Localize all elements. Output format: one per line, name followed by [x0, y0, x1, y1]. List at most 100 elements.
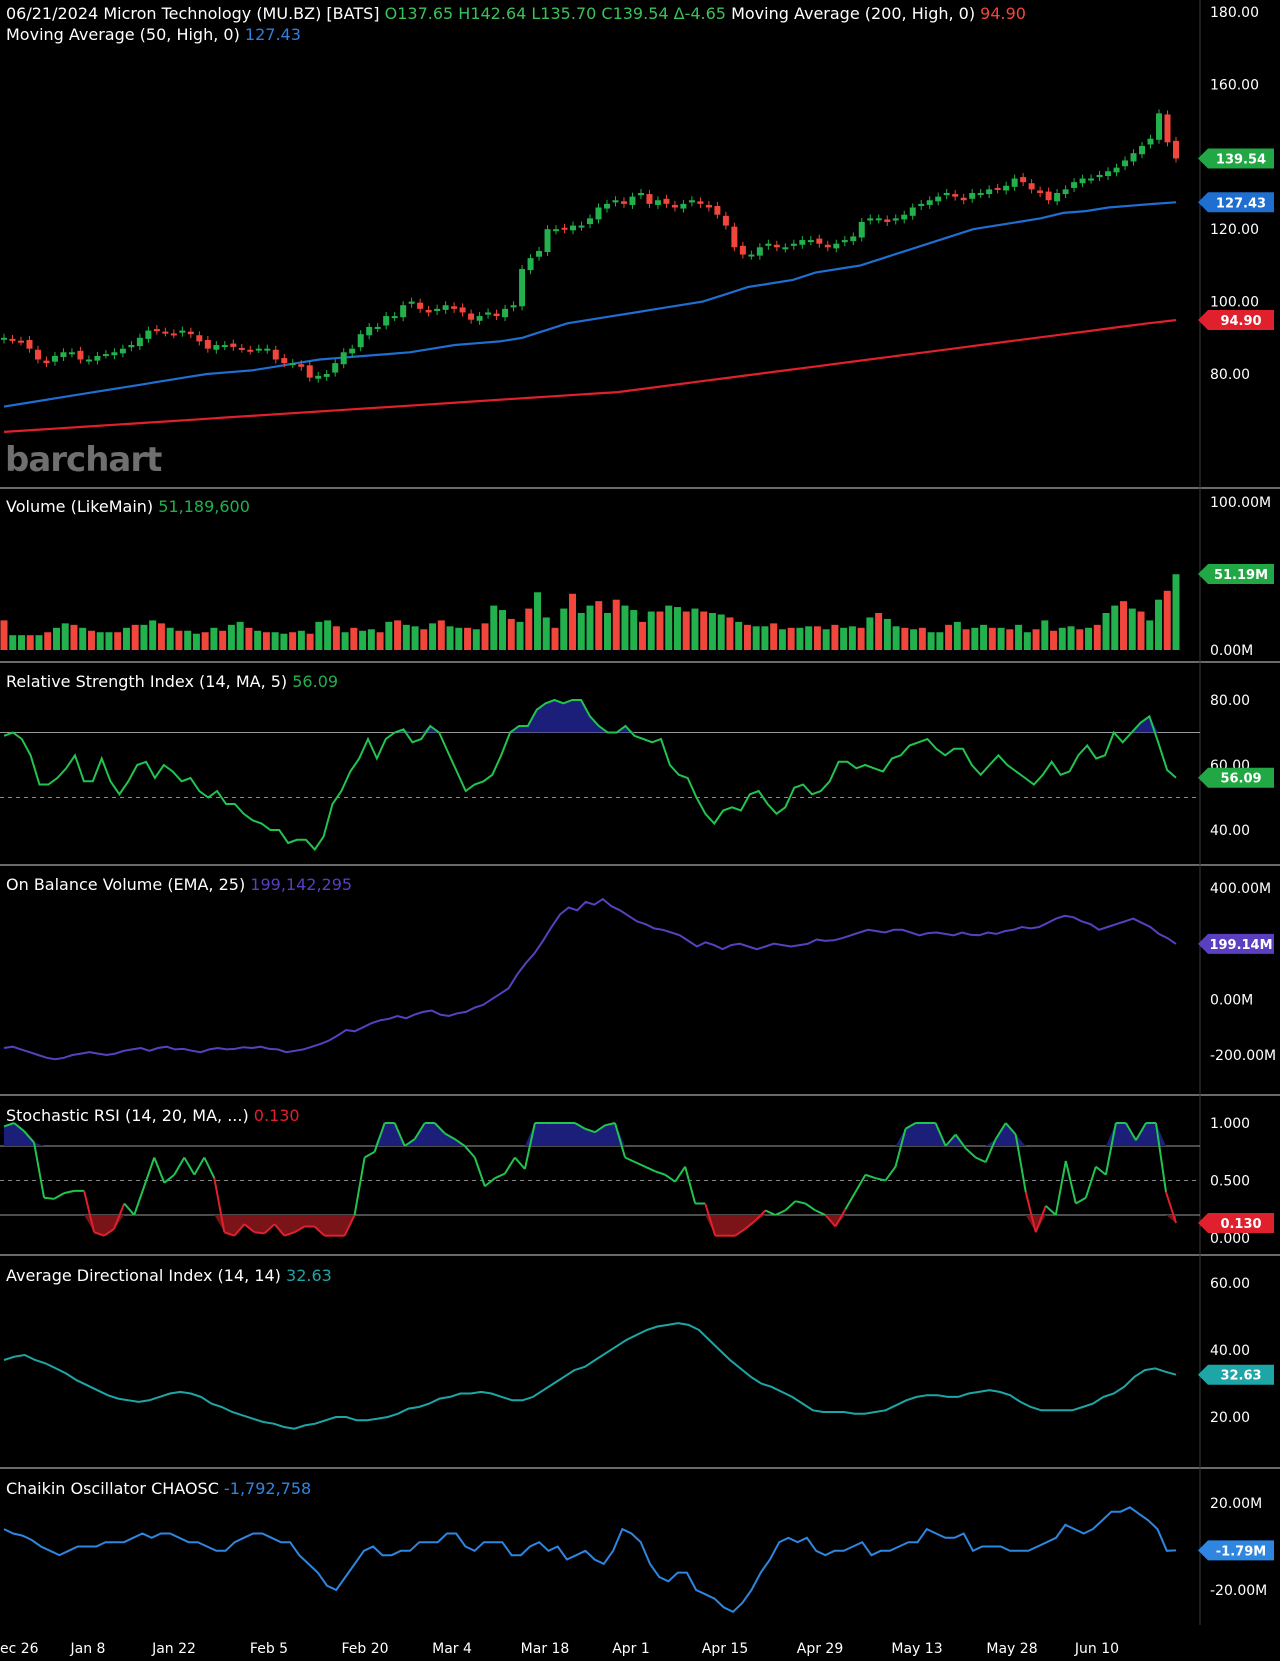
- badge-ma50-bg: [1198, 192, 1274, 213]
- volume-bar: [367, 629, 375, 650]
- stoch-line-segment: [1084, 1166, 1097, 1199]
- stoch-line-segment: [514, 1156, 526, 1170]
- candle-body: [315, 375, 322, 379]
- candle-body: [136, 337, 143, 347]
- volume-bar: [813, 626, 821, 650]
- candle-body: [867, 218, 874, 221]
- stoch-line-segment: [53, 1192, 65, 1200]
- volume-bar: [569, 593, 577, 650]
- volume-bar: [770, 623, 778, 650]
- stoch-line-segment: [734, 1227, 746, 1237]
- volume-bar: [280, 633, 288, 650]
- candle-body: [519, 269, 526, 307]
- candle-body: [502, 308, 509, 318]
- candle-body: [646, 194, 653, 204]
- badge-volume: 51.19M: [1214, 568, 1268, 583]
- candle-body: [536, 250, 543, 257]
- volume-bar: [1155, 599, 1163, 650]
- volume-value: 51,189,600: [158, 497, 250, 516]
- candle-body: [255, 348, 262, 351]
- stoch-line-segment: [684, 1166, 697, 1204]
- stoch-line-segment: [644, 1165, 656, 1173]
- volume-bar: [297, 630, 305, 650]
- stoch-line-segment: [654, 1170, 666, 1176]
- candle-body: [289, 363, 296, 366]
- stoch-oversold-fill: [4, 1215, 1176, 1236]
- price-tick: 120.00: [1210, 222, 1259, 238]
- stoch-line-segment: [824, 1214, 837, 1228]
- stoch-line-segment: [704, 1203, 717, 1236]
- volume-bar: [1137, 611, 1145, 650]
- volume-bar: [394, 620, 402, 650]
- badge-stoch-bg: [1198, 1213, 1274, 1234]
- candle-body: [187, 331, 194, 335]
- candle-body: [960, 197, 967, 201]
- candle-body: [858, 221, 865, 238]
- x-axis-label: Jun 10: [1074, 1641, 1119, 1657]
- volume-bar: [997, 627, 1005, 650]
- price-tick: 180.00: [1210, 5, 1259, 21]
- volume-bar: [96, 632, 104, 650]
- volume-bar: [219, 630, 227, 650]
- badge-chaikin: -1.79M: [1216, 1544, 1266, 1559]
- volume-bar: [1085, 627, 1093, 650]
- candle-body: [1037, 190, 1044, 193]
- volume-bar: [227, 624, 235, 650]
- candle-body: [612, 200, 619, 203]
- volume-bar: [1023, 632, 1031, 650]
- candle-body: [773, 244, 780, 248]
- volume-bar: [787, 627, 795, 650]
- stoch-line-segment: [754, 1209, 767, 1222]
- stoch-tick: 0.500: [1210, 1174, 1250, 1190]
- stoch-line-segment: [1135, 1122, 1147, 1141]
- candle-body: [281, 358, 288, 364]
- volume-bar: [289, 632, 297, 650]
- volume-bar: [140, 624, 148, 650]
- volume-bar: [656, 611, 664, 650]
- volume-bar: [122, 627, 130, 650]
- volume-bar: [262, 632, 270, 650]
- stoch-line-segment: [3, 1122, 15, 1128]
- volume-bar: [359, 630, 367, 650]
- rsi-overbought-fill: [4, 700, 1176, 733]
- candle-body: [1071, 182, 1078, 188]
- candle-body: [17, 340, 24, 343]
- volume-bar: [980, 624, 988, 650]
- header-change: Δ-4.65: [673, 4, 726, 23]
- candle-body: [561, 227, 568, 230]
- x-axis-label: May 28: [986, 1641, 1037, 1657]
- stoch-line-segment: [464, 1145, 476, 1159]
- header-symbol: Micron Technology (MU.BZ) [BATS]: [103, 4, 380, 23]
- volume-bar: [1032, 629, 1040, 650]
- candle-body: [60, 352, 67, 357]
- volume-bar: [691, 608, 699, 650]
- candle-body: [247, 349, 254, 352]
- candle-body: [34, 349, 41, 360]
- volume-bar: [201, 632, 209, 650]
- candle-body: [349, 348, 356, 354]
- candle-body: [620, 201, 627, 204]
- candle-body: [1011, 178, 1018, 187]
- volume-bar: [1067, 626, 1075, 650]
- candle-body: [850, 236, 857, 242]
- stoch-line-segment: [624, 1156, 636, 1164]
- x-axis-label: Apr 29: [797, 1641, 843, 1657]
- candle-body: [391, 316, 398, 319]
- candle-body: [51, 355, 58, 362]
- stoch-line-segment: [83, 1190, 96, 1233]
- rsi-tick: 40.00: [1210, 823, 1250, 839]
- obv-line: [3, 897, 1177, 1061]
- candle-body: [816, 238, 823, 244]
- candle-body: [671, 204, 678, 208]
- stoch-line-segment: [954, 1133, 967, 1149]
- stoch-line-segment: [364, 1150, 376, 1159]
- obv-value: 199,142,295: [250, 875, 353, 894]
- stoch-line-segment: [664, 1173, 676, 1183]
- candle-body: [9, 338, 16, 341]
- volume-bar: [551, 627, 559, 650]
- volume-bar: [411, 626, 419, 650]
- volume-bar: [1128, 608, 1136, 650]
- candle-body: [162, 331, 169, 334]
- volume-bar: [638, 621, 646, 650]
